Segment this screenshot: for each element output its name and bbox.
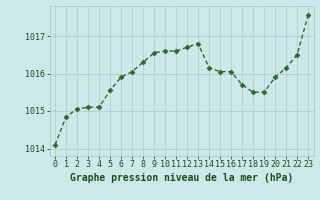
X-axis label: Graphe pression niveau de la mer (hPa): Graphe pression niveau de la mer (hPa) [70, 173, 293, 183]
